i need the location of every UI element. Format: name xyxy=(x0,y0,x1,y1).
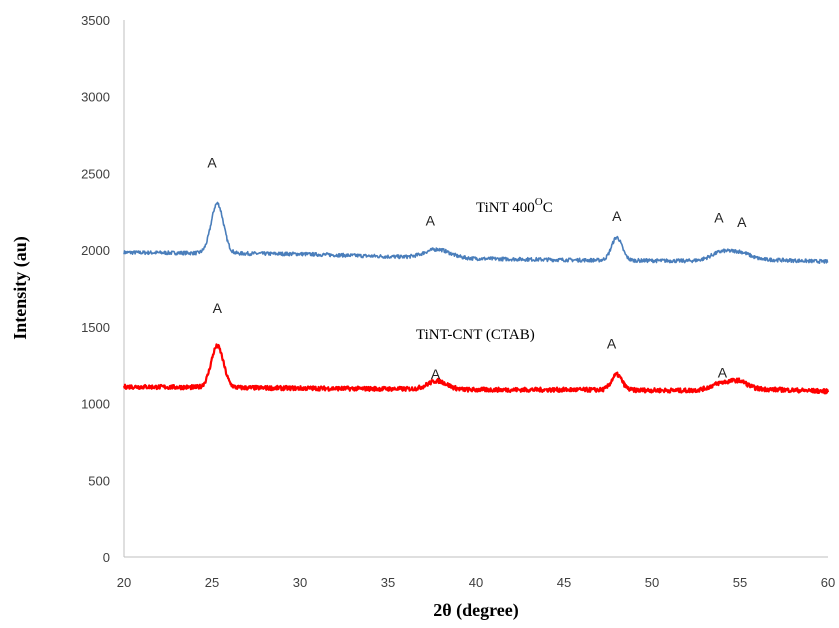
peak-label-anatase: A xyxy=(718,364,728,380)
series-label-tint-400-name: TiNT 400 xyxy=(476,200,535,216)
x-tick-label: 55 xyxy=(733,575,747,590)
series-label-tint-400: TiNT 400OC xyxy=(476,196,553,216)
y-tick-label: 1000 xyxy=(81,397,110,412)
peak-label-anatase: A xyxy=(607,335,617,351)
x-tick-label: 35 xyxy=(381,575,395,590)
y-tick-label: 2500 xyxy=(81,166,110,181)
y-tick-label: 500 xyxy=(88,473,110,488)
peak-label-anatase: A xyxy=(213,300,223,316)
x-tick-label: 40 xyxy=(469,575,483,590)
x-tick-label: 25 xyxy=(205,575,219,590)
x-tick-labels: 20 25 30 35 40 45 50 55 60 xyxy=(117,575,835,590)
y-tick-labels: 0 500 1000 1500 2000 2500 3000 3500 xyxy=(81,13,110,565)
x-axis-title: 2θ (degree) xyxy=(433,600,519,621)
peak-label-anatase: A xyxy=(612,208,622,224)
x-tick-label: 45 xyxy=(557,575,571,590)
y-tick-label: 3000 xyxy=(81,90,110,105)
peak-label-anatase: A xyxy=(431,366,441,382)
series-label-tint-cnt: TiNT-CNT (CTAB) xyxy=(416,327,535,343)
y-tick-label: 0 xyxy=(103,550,110,565)
y-tick-label: 1500 xyxy=(81,320,110,335)
peak-label-anatase: A xyxy=(426,213,436,229)
y-tick-label: 2000 xyxy=(81,243,110,258)
series-line-0 xyxy=(123,201,829,264)
x-tick-label: 20 xyxy=(117,575,131,590)
y-tick-label: 3500 xyxy=(81,13,110,28)
y-axis-title: Intensity (au) xyxy=(10,236,31,340)
peak-label-anatase: A xyxy=(207,154,217,170)
x-tick-label: 30 xyxy=(293,575,307,590)
series-label-degree-superscript: O xyxy=(535,196,543,208)
series-line-1 xyxy=(122,343,830,395)
x-tick-label: 50 xyxy=(645,575,659,590)
axes xyxy=(123,20,828,558)
peak-label-anatase: A xyxy=(737,214,747,230)
peak-label-anatase: A xyxy=(714,210,724,226)
series-label-celsius: C xyxy=(543,200,553,216)
series-layer xyxy=(122,201,830,395)
x-tick-label: 60 xyxy=(821,575,835,590)
